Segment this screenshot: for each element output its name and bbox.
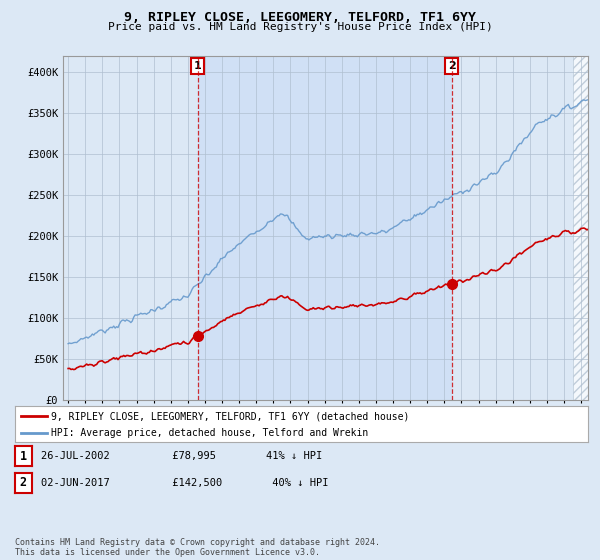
Text: Price paid vs. HM Land Registry's House Price Index (HPI): Price paid vs. HM Land Registry's House … bbox=[107, 22, 493, 32]
Bar bbox=[572, 56, 590, 400]
Text: 1: 1 bbox=[194, 61, 202, 71]
Text: 02-JUN-2017          £142,500        40% ↓ HPI: 02-JUN-2017 £142,500 40% ↓ HPI bbox=[41, 478, 328, 488]
Bar bbox=[197, 56, 452, 400]
Text: 2: 2 bbox=[448, 61, 455, 71]
Text: 26-JUL-2002          £78,995        41% ↓ HPI: 26-JUL-2002 £78,995 41% ↓ HPI bbox=[41, 451, 322, 461]
Text: 9, RIPLEY CLOSE, LEEGOMERY, TELFORD, TF1 6YY (detached house): 9, RIPLEY CLOSE, LEEGOMERY, TELFORD, TF1… bbox=[51, 411, 409, 421]
Text: Contains HM Land Registry data © Crown copyright and database right 2024.
This d: Contains HM Land Registry data © Crown c… bbox=[15, 538, 380, 557]
Text: 9, RIPLEY CLOSE, LEEGOMERY, TELFORD, TF1 6YY: 9, RIPLEY CLOSE, LEEGOMERY, TELFORD, TF1… bbox=[124, 11, 476, 24]
Text: HPI: Average price, detached house, Telford and Wrekin: HPI: Average price, detached house, Telf… bbox=[51, 428, 368, 438]
Text: 2: 2 bbox=[20, 476, 27, 489]
Text: 1: 1 bbox=[20, 450, 27, 463]
